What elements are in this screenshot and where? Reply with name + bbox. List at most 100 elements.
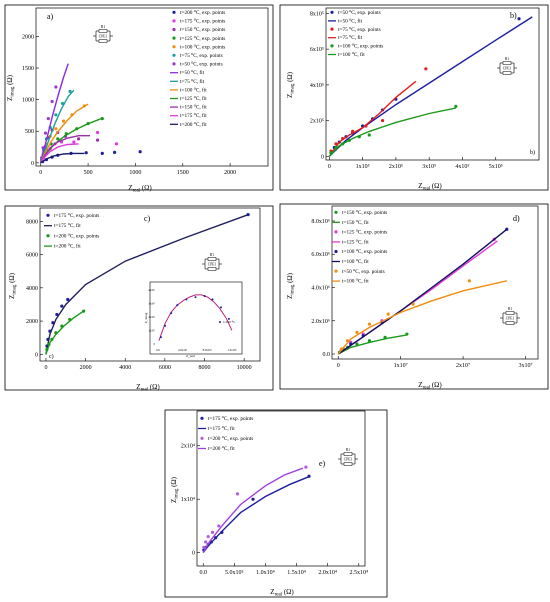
panel-c-inset-xtick-label: 8.0x10⁵ [203,348,212,352]
panel-c-inset-data-point [194,296,197,299]
panel-c-inset-fit-line [158,294,233,341]
panel-c-data-point [55,312,59,317]
panel-a-ytick-label: 1000 [22,98,34,104]
panel-c-fit-line [45,214,249,355]
panel-b-ytick-label: 2x10⁵ [310,119,324,125]
panel-e-legend-entry: t=175 ⁰C, exp. points [208,416,253,422]
panel-e-data-point [204,540,208,544]
panel-e-ytick-label: 0 [192,551,195,557]
panel-b-legend-point-swatch [330,10,334,14]
panel-e-plot-area [196,410,366,567]
panel-a-legend-point-swatch [172,36,176,40]
panel-c-inset-xtick-label: 0.0 [156,348,160,352]
panel-b-fit-line [328,107,456,157]
panel-c-inset-chart: 0.0 4.0x10⁵ 8.0x10⁵ 1.2x10⁶ 0 1x10⁵ 2x10⁵ 3x10⁵… [144,281,243,358]
panel-c-label: c) [144,214,151,223]
panel-b-fit-line [328,16,533,157]
panel-c-circuit-resistor-label: R1 [210,253,214,257]
panel-a-legend-point-swatch [172,10,176,14]
panel-a-data-point [54,85,58,89]
panel-c-inset-data-point [211,298,214,301]
panel-c-ytick-label: 8000 [26,219,38,225]
panel-b-legend-entry: t=100 ⁰C, fit [338,51,365,58]
panel-c-legend-point-swatch [46,213,50,217]
panel-b-legend-entry: t=100 ⁰C, exp. points [338,44,383,50]
panel-b-legend-point-swatch [330,27,334,31]
panel-a-data-point [43,131,48,135]
panel-d-data-point [411,302,415,306]
panel-c-ylabel: Zimag (Ω) [8,272,18,299]
panel-a-xtick-label: 500 [84,170,93,176]
panel-a-data-point [112,150,117,155]
panel-a-data-point [138,150,142,154]
panel-a-legend-entry: t=175 ⁰C, exp. points [180,19,225,25]
panel-d-circuit-resistor-label: R1 [508,307,512,311]
panel-c-legend-entry: t=175 ⁰C, exp. points [54,213,99,219]
panel-d-ytick-label: 8.0x10⁶ [311,219,330,225]
panel-a-ytick-label: 0 [31,161,34,167]
panel-b-ytick-label: 6x10⁵ [310,47,324,53]
panel-b-data-point [424,67,428,71]
panel-d-ytick-label: 4.0x10⁶ [311,285,330,291]
panel-d-frame [279,203,549,390]
panel-c-ytick-label: 4000 [26,286,38,292]
panel-e-xtick-label: 5.0x10⁵ [225,570,244,576]
panel-a-xtick-label: 1000 [129,170,141,176]
panel-d-legend-point-swatch [334,269,338,273]
panel-a-fit-line [40,135,90,164]
panel-d-ytick-label: 6.0x10⁶ [311,252,330,258]
panel-a-ytick-label: 2000 [22,34,34,40]
panel-c-ytick-label: 6000 [26,253,38,259]
panel-a-fit-line [40,63,69,163]
panel-d-legend-entry: t=125 ⁰C, exp. points [342,230,387,236]
panel-b-data-point [367,133,371,137]
panel-d-data-point [367,339,372,343]
panel-a-label: a) [47,12,54,21]
panel-c-data-point [60,304,64,308]
panel-b-corner-label: b) [530,149,535,156]
panel-a-data-point [114,142,119,146]
panel-a-legend-point-swatch [172,53,176,57]
panel-a-data-point [56,137,60,141]
panel-a-ytick-label: 500 [25,129,34,135]
panel-a-legend-entry: t=100 ⁰C, fit [180,86,207,93]
panel-a: 0 500 1000 1500 2000 0 500 1000 1500 2000 Zreal (Ω… [4,4,274,194]
panel-c-ytick-label: 2000 [26,319,38,325]
panel-a-data-point [54,127,58,131]
panel-a-fit-line [40,103,89,164]
panel-b-xtick-label: 0 [328,164,331,170]
panel-c-inset-data-point [176,304,179,307]
panel-e-xtick-label: 0.0 [199,570,207,576]
panel-a-legend-entry: t=175 ⁰C, fit [180,112,207,119]
panel-b-equivalent-circuit: R1 CPE1 [497,57,517,75]
panel-c-data-point [66,297,70,302]
panel-d-data-point [355,330,359,334]
panel-a-fit-line [40,152,85,164]
panel-c-xtick-label: 4000 [119,365,131,371]
panel-b-ytick-label: 8x10⁵ [310,11,324,17]
panel-c: 0 2000 4000 6000 8000 10000 0 2000 4000 6000 8000 Z… [4,205,274,393]
panel-c-inset-legend-text: t=100 ⁰C [223,320,236,324]
panel-a-legend-entry: t=100 ⁰C, exp. points [180,44,225,50]
panel-a-legend-entry: t=150 ⁰C, fit [180,104,207,111]
panel-c-legend-point-swatch [46,234,50,238]
panel-a-equivalent-circuit: R1 CPE1 [93,25,113,43]
panel-e-ytick-label: 1x10⁴ [181,497,195,503]
panel-c-xtick-label: 6000 [159,365,171,371]
panel-c-inset-ytick-label: 2x10⁵ [148,316,155,319]
panel-a-legend-entry: t=125 ⁰C, exp. points [180,36,225,42]
panel-c-inset-data-point [185,298,188,301]
panel-e-xtick-label: 1.0x10⁴ [256,570,275,576]
panel-e-ylabel: Zimag (Ω) [170,476,180,503]
panel-b-label: b) [510,11,517,20]
panel-b-xtick-label: 3x10⁵ [422,164,436,170]
panel-c-inset-data-point [219,306,222,309]
panel-c-fit-line [45,310,84,355]
panel-c-inset-ytick-label: 3x10⁵ [148,303,155,306]
panel-a-legend-entry: t=125 ⁰C, fit [180,95,207,102]
panel-a-data-point [95,138,100,142]
panel-a-legend-point-swatch [172,45,176,49]
panel-c-inset-ytick-label: 0 [154,343,156,346]
panel-b-xlabel: Zreal (Ω) [418,182,442,192]
